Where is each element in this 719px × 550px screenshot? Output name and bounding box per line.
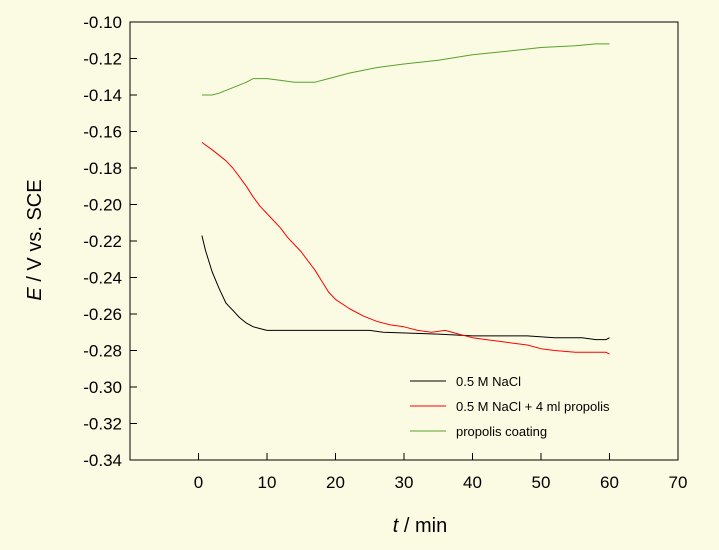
x-tick-label: 30 (395, 473, 414, 492)
x-tick-label: 10 (258, 473, 277, 492)
x-tick-label: 20 (326, 473, 345, 492)
y-tick-label: -0.28 (83, 342, 122, 361)
y-tick-label: -0.22 (83, 232, 122, 251)
legend-label: propolis coating (456, 424, 547, 439)
legend: 0.5 M NaCl 0.5 M NaCl + 4 ml propolis prop… (410, 374, 610, 439)
series-line-1 (201, 235, 610, 341)
series-lines (201, 43, 610, 355)
x-tick-label: 60 (600, 473, 619, 492)
y-tick-label: -0.12 (83, 50, 122, 69)
x-tick-label: 50 (532, 473, 551, 492)
plot-frame (129, 21, 679, 461)
y-tick-label: -0.30 (83, 378, 122, 397)
x-axis-title: t / min (393, 515, 447, 537)
series-line-2 (201, 141, 610, 355)
y-tick-label: -0.10 (83, 13, 122, 32)
series-line-3 (201, 43, 610, 96)
y-tick-label: -0.18 (83, 159, 122, 178)
legend-label: 0.5 M NaCl (456, 374, 521, 389)
legend-label: 0.5 M NaCl + 4 ml propolis (456, 399, 610, 414)
y-tick-label: -0.24 (83, 269, 122, 288)
y-tick-label: -0.14 (83, 86, 122, 105)
y-tick-label: -0.34 (83, 451, 122, 470)
x-axis: 0 10 20 30 40 50 60 70 (194, 453, 688, 492)
x-tick-label: 70 (669, 473, 688, 492)
y-tick-label: -0.16 (83, 123, 122, 142)
y-axis-title: E / V vs. SCE (24, 179, 46, 300)
x-tick-label: 0 (194, 473, 203, 492)
y-tick-label: -0.26 (83, 305, 122, 324)
y-tick-label: -0.32 (83, 415, 122, 434)
y-tick-label: -0.20 (83, 196, 122, 215)
y-axis: -0.34 -0.32 -0.30 -0.28 -0.26 -0.24 -0.22 -0.20… (83, 13, 137, 470)
x-tick-label: 40 (463, 473, 482, 492)
